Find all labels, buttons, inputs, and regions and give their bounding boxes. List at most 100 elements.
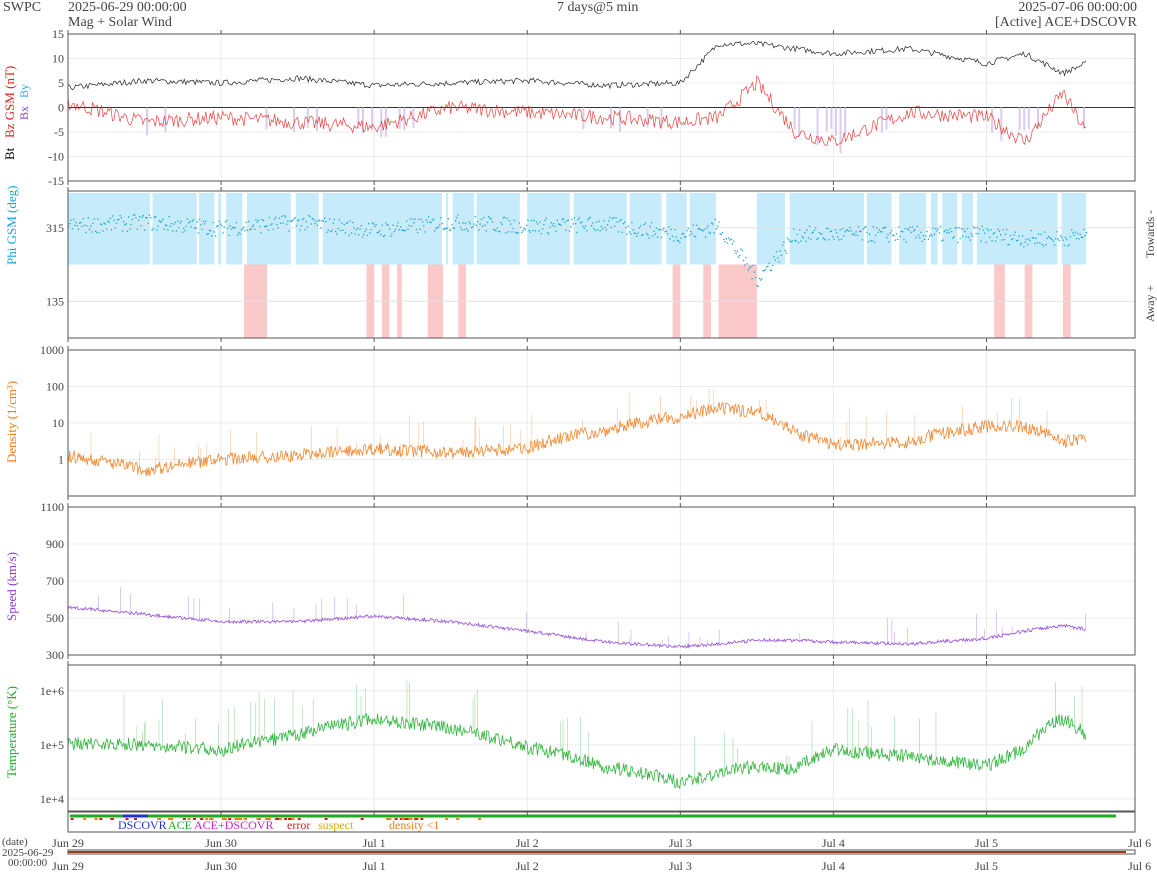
phi-point [299,229,301,231]
phi-point [692,224,694,226]
phi-point [893,234,895,237]
phi-point [252,224,255,226]
phi-point [1023,245,1025,248]
phi-point [579,222,582,224]
phi-point [108,221,110,223]
phi-point [323,217,326,219]
phi-point [671,235,674,237]
phi-point [772,264,774,267]
phi-point [944,229,947,231]
phi-point [954,227,956,229]
phi-point [946,231,948,234]
phi-point [808,225,811,228]
phi-point [790,241,792,243]
phi-point [408,224,410,227]
source-flag [243,818,247,820]
phi-point [633,232,636,234]
phi-point [691,232,693,235]
source-flag [265,818,269,820]
source-flag [192,818,196,820]
phi-point [1036,241,1039,244]
source-flag [157,818,161,820]
phi-point [931,235,933,237]
bt-series-line [67,40,1087,91]
phi-point [87,217,89,219]
phi-point [403,230,405,232]
phi-point [594,229,596,231]
xtick-label: Jul 1 [363,836,386,850]
phi-point [502,217,505,219]
phi-point [402,229,404,231]
phi-point [392,224,394,226]
phi-point [1068,244,1070,246]
source-flag [94,818,98,820]
phi-point [920,231,922,234]
phi-point [588,217,590,219]
phi-point [752,264,754,267]
phi-point [131,218,133,221]
phi-point [259,225,261,228]
phi-point [86,225,88,227]
phi-point [80,221,82,224]
phi-point [404,229,407,232]
phi-point [854,234,856,236]
phi-point [188,222,190,224]
phi-point [953,236,955,238]
phi-point [548,232,550,235]
phi-point [560,224,562,226]
xtick-label-range: Jul 1 [363,859,386,873]
phi-point [767,265,769,267]
phi-point [800,240,802,242]
phi-point [849,226,851,229]
phi-point [195,227,197,229]
phi-point [538,230,540,232]
bz-south-shade [798,107,801,137]
bz-south-shade [1000,107,1003,141]
source-flag [133,818,137,820]
phi-point [659,228,661,231]
bz-south-shade [825,107,828,132]
phi-point [437,226,440,228]
phi-point [466,228,468,230]
phi-point [810,238,812,240]
phi-point [164,224,167,226]
phi-point [926,230,928,233]
phi-point [432,218,435,220]
phi-point [807,237,809,239]
phi-point [401,229,403,231]
phi-point [104,223,107,225]
phi-point [225,219,228,222]
bz-series-line [67,75,1087,147]
phi-point [130,223,132,226]
bz-axis-label: Bz GSM (nT) [2,66,17,138]
phi-point [990,229,992,231]
phi-point [721,231,724,233]
phi-point [675,236,677,238]
phi-point [878,229,881,231]
density-ytick-label: 10 [52,416,64,430]
phi-point [935,227,937,230]
phi-point [587,219,589,221]
phi-point [753,271,756,273]
phi-point [1031,237,1034,239]
phi-point [778,261,780,263]
phi-point [295,225,298,227]
phi-point [129,228,131,230]
temperature-ytick-label: 1e+5 [40,738,64,752]
phi-point [884,226,887,229]
phi-point [936,230,938,232]
phi-point [265,225,267,228]
phi-point [938,232,941,234]
phi-point [461,229,463,231]
phi-point [848,230,850,232]
phi-point [672,240,675,242]
phi-point [932,227,934,229]
phi-point [850,230,852,232]
temperature-series-line [67,713,1087,789]
source-flag [187,818,191,820]
phi-point [232,227,234,229]
bz-south-shade [412,107,415,128]
phi-point [229,225,231,227]
phi-point [746,263,748,265]
phi-point [462,222,464,224]
